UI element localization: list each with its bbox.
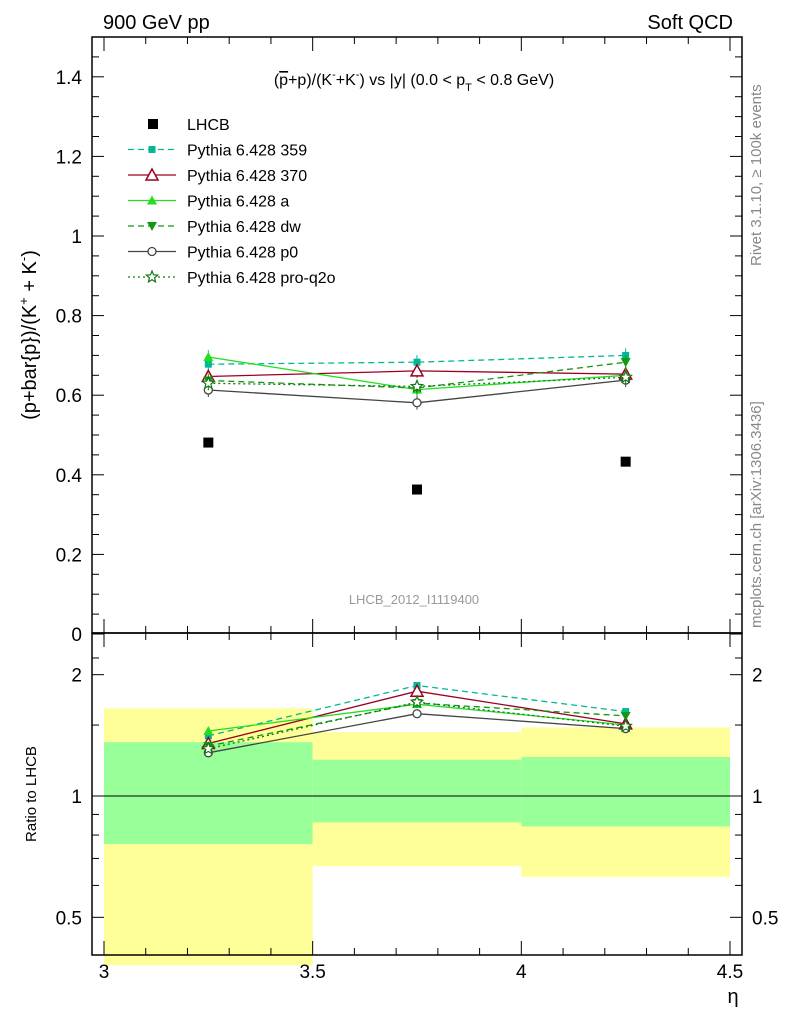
legend-entry-pa: Pythia 6.428 a xyxy=(128,194,289,211)
ylabel-part: (p+bar{p})/(K xyxy=(19,304,41,420)
legend-marker xyxy=(144,269,160,284)
title-part: +K xyxy=(336,72,356,89)
ratio-series-pq2o xyxy=(201,694,633,755)
legend-marker xyxy=(148,146,156,153)
ratio-marker-pq2o xyxy=(409,694,425,709)
legend-marker xyxy=(144,167,160,181)
legend: LHCB Pythia 6.428 359 Pythia 6.428 370 Pyth… xyxy=(128,117,336,287)
ratio-y-tick-label-right: 2 xyxy=(752,666,763,687)
ratio-series-pp0 xyxy=(203,709,631,758)
marker-pp0 xyxy=(412,398,422,408)
legend-marker xyxy=(147,246,157,257)
ylabel-part: ) xyxy=(19,250,41,257)
data-point-lhcb xyxy=(203,437,214,448)
y-tick-label: 0.4 xyxy=(56,466,83,487)
legend-entry-p359: Pythia 6.428 359 xyxy=(128,143,307,160)
legend-entry-pq2o: Pythia 6.428 pro-q2o xyxy=(128,269,336,287)
y-axis-label-top: (p+bar{p})/(K+ + K-) xyxy=(16,250,41,420)
series-data xyxy=(203,437,631,495)
uncertainty-band-inner xyxy=(521,756,730,827)
y-tick-label: 0.2 xyxy=(56,545,82,566)
legend-label: Pythia 6.428 p0 xyxy=(187,245,298,262)
title-sup: - xyxy=(332,69,336,81)
legend-label: LHCB xyxy=(187,117,230,134)
y-tick-label: 0.6 xyxy=(56,386,82,407)
ratio-marker-p359 xyxy=(204,732,212,740)
series-pq2o xyxy=(201,369,633,394)
data-point-lhcb xyxy=(620,456,631,467)
ratio-y-tick-label-right: 1 xyxy=(752,787,763,808)
marker-pq2o xyxy=(618,369,633,384)
marker-p359 xyxy=(204,360,212,368)
x-tick-label: 3 xyxy=(99,962,110,983)
ratio-line-pq2o xyxy=(208,701,626,750)
header-right: Soft QCD xyxy=(647,12,733,34)
marker-pa xyxy=(203,351,214,361)
data-point-lhcb xyxy=(412,484,422,495)
ylabel-sup: + xyxy=(16,297,31,305)
y-tick-label: 1.2 xyxy=(56,147,82,168)
x-tick-label: 4 xyxy=(516,962,527,983)
title-sub: T xyxy=(465,82,472,94)
marker-p370 xyxy=(409,363,425,377)
ratio-marker-pq2o xyxy=(618,718,633,733)
ratio-y-tick-label: 2 xyxy=(71,666,82,687)
ratio-marker-p359 xyxy=(622,708,630,716)
header-left: 900 GeV pp xyxy=(103,12,210,34)
ratio-marker-pa xyxy=(203,725,214,735)
legend-marker xyxy=(147,222,157,231)
ratio-panel-frame xyxy=(91,632,743,956)
y-tick-label: 0.8 xyxy=(56,307,82,328)
rivet-version-text: Rivet 3.1.10, ≥ 100k events xyxy=(748,84,765,266)
ratio-marker-pq2o xyxy=(201,741,216,755)
title-part: ) vs |y| (0.0 < p xyxy=(359,72,465,89)
uncertainty-band-inner xyxy=(312,759,522,823)
main-panel: (p+p)/(K-+K-) vs |y| (0.0 < pT < 0.8 GeV… xyxy=(16,36,743,646)
legend-marker xyxy=(148,119,158,129)
legend-entry-data: LHCB xyxy=(148,117,230,134)
x-tick-label: 3.5 xyxy=(299,962,325,983)
mcplots-text: mcplots.cern.ch [arXiv:1306.3436] xyxy=(748,401,765,628)
uncertainty-band-inner xyxy=(104,742,313,845)
legend-label: Pythia 6.428 359 xyxy=(187,143,307,160)
ylabel-sup: - xyxy=(16,257,31,261)
legend-entry-pdw: Pythia 6.428 dw xyxy=(128,219,301,236)
title-part: < 0.8 GeV) xyxy=(472,72,554,89)
y-axis-label-ratio: Ratio to LHCB xyxy=(23,746,40,842)
legend-marker xyxy=(147,195,157,205)
y-tick-label: 1.4 xyxy=(56,68,83,89)
ratio-y-tick-label: 1 xyxy=(71,787,82,808)
title-part: +p)/(K xyxy=(288,72,332,89)
title-pbar: p xyxy=(279,72,288,89)
legend-label: Pythia 6.428 pro-q2o xyxy=(187,270,336,287)
marker-pdw xyxy=(620,358,631,368)
ratio-y-tick-label: 0.5 xyxy=(56,908,82,929)
legend-entry-pp0: Pythia 6.428 p0 xyxy=(128,245,298,262)
legend-label: Pythia 6.428 370 xyxy=(187,168,307,185)
x-axis-label: η xyxy=(727,986,738,1008)
marker-pq2o xyxy=(201,375,216,390)
legend-label: Pythia 6.428 dw xyxy=(187,219,301,236)
legend-label: Pythia 6.428 a xyxy=(187,194,289,211)
x-tick-label: 4.5 xyxy=(717,962,743,983)
marker-pq2o xyxy=(409,378,425,393)
title-part: ( xyxy=(274,72,280,89)
ratio-y-tick-label-right: 0.5 xyxy=(752,908,778,929)
ratio-panel: 0.5 0.5 1 1 2 2 3 3.5 4 4.5 Ratio to LHCB η xyxy=(23,632,778,1008)
ylabel-part: + K xyxy=(19,260,41,297)
y-tick-label: 1 xyxy=(71,227,82,248)
analysis-watermark: LHCB_2012_I1119400 xyxy=(349,592,479,607)
legend-entry-p370: Pythia 6.428 370 xyxy=(128,167,307,185)
title-sup: - xyxy=(356,69,360,81)
y-tick-label: 0 xyxy=(71,625,82,646)
ratio-marker-pp0 xyxy=(412,709,422,719)
ratio-marker-pdw xyxy=(620,711,631,721)
plot-title: (p+p)/(K-+K-) vs |y| (0.0 < pT < 0.8 GeV… xyxy=(274,69,554,94)
marker-p359 xyxy=(413,358,421,366)
